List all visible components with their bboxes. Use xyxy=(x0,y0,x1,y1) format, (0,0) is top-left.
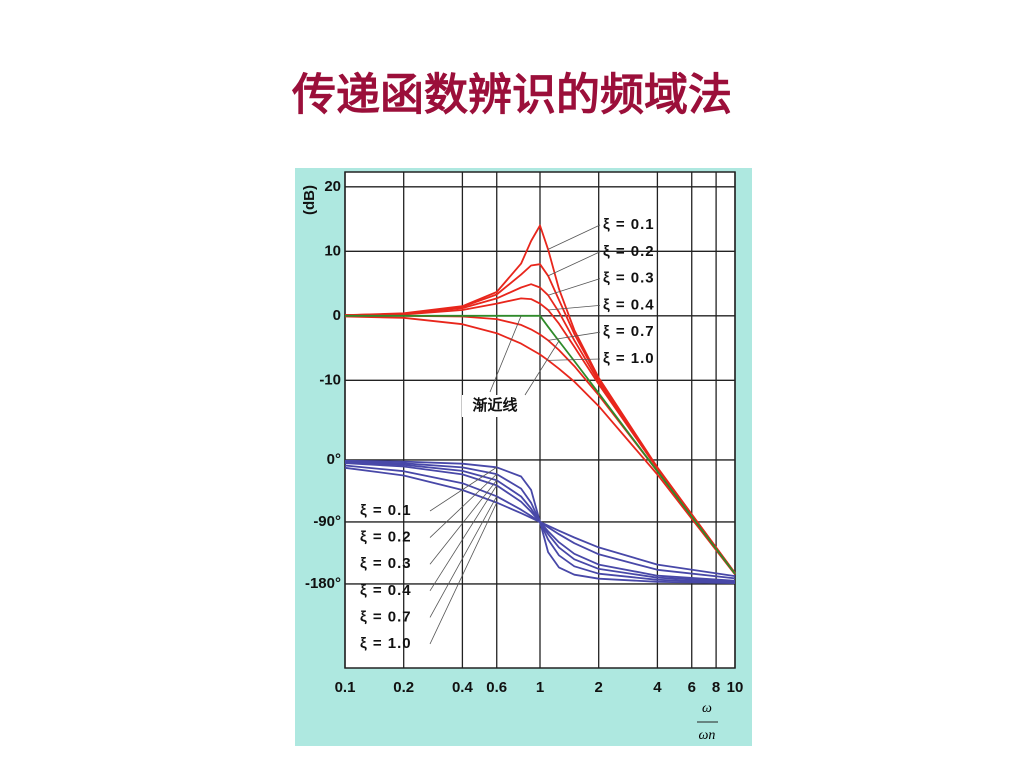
x-tick-label: 0.4 xyxy=(452,679,474,696)
legend-label: ξ = 0.4 xyxy=(360,582,412,599)
legend-label: ξ = 0.4 xyxy=(603,296,655,313)
y-tick-label: -90° xyxy=(313,513,341,530)
leader-line xyxy=(429,496,498,618)
series-line xyxy=(344,263,736,574)
legend-label: ξ = 0.7 xyxy=(603,323,655,340)
annotation-bg xyxy=(462,395,528,417)
y-tick-label: -10 xyxy=(319,371,341,388)
y-tick-label: 10 xyxy=(324,242,341,259)
y-axis-label: (dB) xyxy=(301,185,318,215)
slide-title: 传递函数辨识的频域法 xyxy=(291,71,732,120)
y-tick-label: 0 xyxy=(333,307,341,324)
leader-line xyxy=(547,224,601,250)
x-tick-label: 0.2 xyxy=(393,679,414,696)
x-tick-label: 0.6 xyxy=(486,679,507,696)
leader-line xyxy=(429,479,498,565)
leader-line xyxy=(429,502,498,645)
series-line xyxy=(344,283,736,574)
leader-line xyxy=(524,340,560,396)
y-tick-label: -180° xyxy=(305,575,341,592)
x-tick-label: 10 xyxy=(727,679,744,696)
legend-label: ξ = 0.1 xyxy=(603,216,655,233)
x-tick-label: 8 xyxy=(712,679,720,696)
legend-label: ξ = 1.0 xyxy=(360,635,412,652)
leader-line xyxy=(429,485,498,592)
leader-line xyxy=(548,331,601,341)
legend-label: ξ = 0.2 xyxy=(360,529,412,546)
x-tick-label: 2 xyxy=(595,679,603,696)
x-tick-label: 0.1 xyxy=(335,679,356,696)
curves xyxy=(344,224,736,584)
legend-label: ξ = 1.0 xyxy=(603,350,655,367)
x-tick-label: 6 xyxy=(688,679,696,696)
leader-line xyxy=(547,251,601,277)
leader-line xyxy=(547,278,601,296)
x-axis-label-numerator: ω xyxy=(702,701,712,716)
annotation: 渐近线 xyxy=(472,396,517,414)
y-tick-label: 20 xyxy=(324,178,341,195)
x-tick-label: 1 xyxy=(536,679,544,696)
leader-line xyxy=(489,315,522,393)
legend-label: ξ = 0.2 xyxy=(603,243,655,260)
x-axis-label-denominator: ωn xyxy=(699,728,716,743)
legend-label: ξ = 0.7 xyxy=(360,608,412,625)
x-tick-label: 4 xyxy=(653,679,662,696)
leader-line xyxy=(429,473,498,538)
labels: 20 10 0 -10 ξ = 0.1 ξ = 0.2 ξ = 0.3 ξ = 0.4 ξ = … xyxy=(305,178,743,696)
leader-line xyxy=(548,305,601,311)
series-line xyxy=(345,314,736,575)
leader-line xyxy=(429,466,497,512)
series-line xyxy=(344,297,736,574)
legend-label: ξ = 0.1 xyxy=(360,502,412,519)
leader-line xyxy=(548,358,601,361)
series-line xyxy=(344,315,736,576)
y-tick-label: 0° xyxy=(327,451,341,468)
grid xyxy=(344,172,736,668)
legend-label: ξ = 0.3 xyxy=(603,270,655,287)
legend-label: ξ = 0.3 xyxy=(360,555,412,572)
